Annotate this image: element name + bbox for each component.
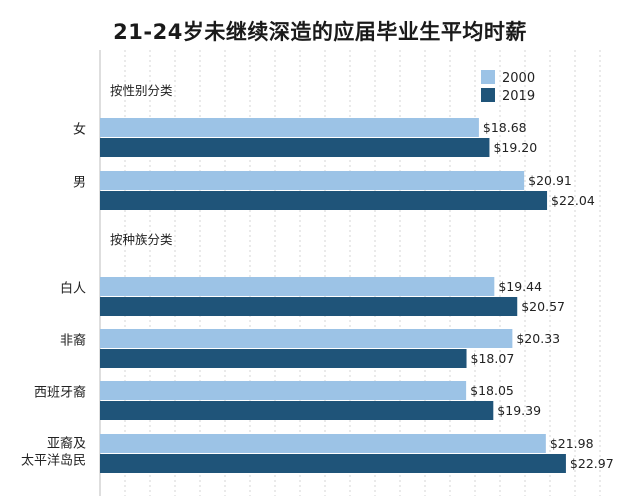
legend-swatch-2000 [481,70,495,84]
gridlines [99,50,601,496]
value-label: $18.68 [483,120,527,135]
value-label: $22.04 [551,193,595,208]
section-title: 按种族分类 [110,232,173,247]
category-label: 男 [73,176,86,191]
bar-2019 [100,349,467,368]
bar-2019 [100,401,494,420]
bar-2019 [100,191,548,210]
bar-2019 [100,297,518,316]
value-label: $19.20 [493,140,537,155]
value-label: $20.91 [528,173,572,188]
value-label: $22.97 [570,456,614,471]
bar-2000 [100,277,495,296]
category-label: 非裔 [60,333,86,349]
bar-2000 [100,171,525,190]
value-label: $20.57 [521,299,565,314]
category-label: 白人 [60,281,86,297]
legend-swatch-2019 [481,88,495,102]
legend: 2000 2019 [481,70,535,104]
legend-label: 2000 [502,71,535,86]
bar-2000 [100,381,467,400]
value-label: $20.33 [516,331,560,346]
chart-title: 21-24岁未继续深造的应届毕业生平均时薪 [113,20,527,44]
bar-2000 [100,329,513,348]
bar-2000 [100,434,546,453]
bar-2000 [100,118,479,137]
category-label: 亚裔及太平洋岛民 [21,436,86,469]
value-label: $19.44 [498,279,542,294]
category-label: 西班牙裔 [34,385,86,401]
value-label: $19.39 [497,403,541,418]
value-label: $18.05 [470,383,514,398]
value-label: $21.98 [550,436,594,451]
bar-2019 [100,138,490,157]
bar-2019 [100,454,566,473]
value-label: $18.07 [471,351,515,366]
category-label: 女 [73,122,86,138]
legend-label: 2019 [502,89,535,104]
section-title: 按性别分类 [110,83,173,98]
